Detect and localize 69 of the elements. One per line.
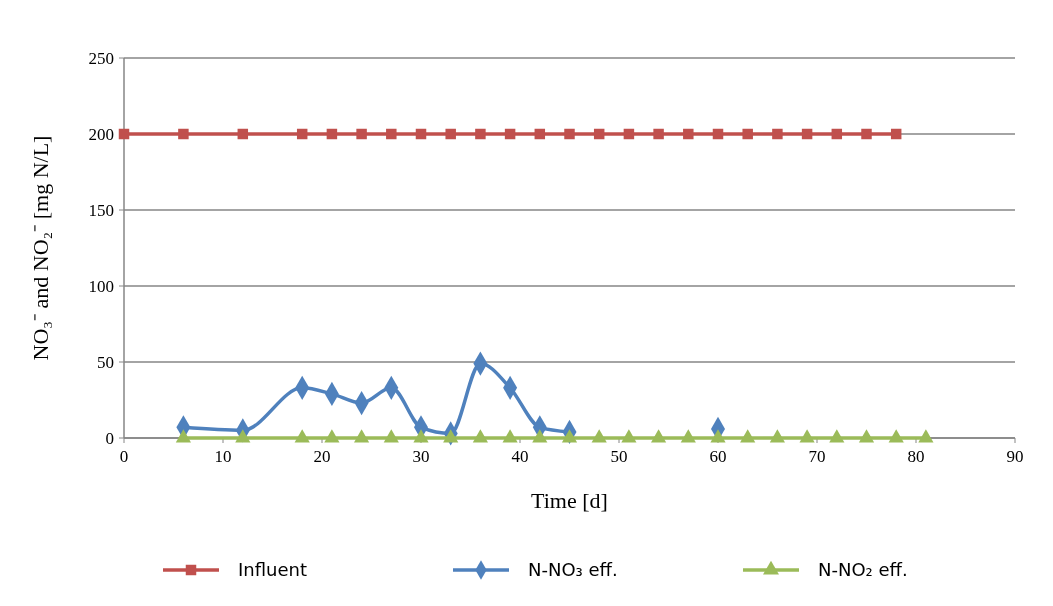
- legend-label: N-NO₂ eff.: [818, 559, 908, 581]
- point: [740, 429, 756, 443]
- y-axis-title: NO₃⁻ and NO₂⁻ [mg N/L]: [28, 135, 53, 361]
- y-tick-label: 100: [88, 276, 114, 296]
- point: [888, 429, 904, 443]
- point: [356, 128, 367, 140]
- y-tick-label: 200: [88, 124, 114, 144]
- point: [415, 128, 427, 140]
- point: [683, 128, 694, 140]
- point: [769, 429, 785, 443]
- point: [324, 429, 340, 443]
- point: [918, 429, 934, 443]
- y-tick-label: 150: [88, 200, 114, 220]
- x-tick-label: 60: [709, 447, 727, 466]
- point: [383, 429, 399, 443]
- point: [443, 429, 459, 443]
- point: [831, 128, 843, 140]
- point: [680, 429, 696, 443]
- point: [502, 429, 518, 443]
- point: [413, 429, 429, 443]
- point: [561, 429, 578, 443]
- point: [386, 128, 397, 140]
- y-tick-label: 0: [105, 428, 114, 448]
- point: [296, 128, 308, 140]
- point: [712, 128, 724, 140]
- point: [178, 128, 189, 140]
- x-tick-label: 80: [907, 447, 925, 466]
- point: [504, 128, 516, 140]
- point: [710, 429, 726, 443]
- legend-label: Influent: [238, 559, 308, 581]
- point: [118, 128, 130, 140]
- y-tick-label: 250: [88, 48, 114, 68]
- point: [593, 128, 605, 140]
- point: [175, 429, 191, 443]
- x-axis-title: Time [d]: [531, 488, 608, 513]
- point: [354, 429, 370, 443]
- point: [653, 128, 664, 140]
- point: [475, 128, 486, 140]
- point: [534, 128, 546, 140]
- point: [235, 429, 251, 443]
- x-tick-label: 30: [412, 447, 430, 466]
- point: [564, 128, 575, 140]
- x-tick-label: 10: [214, 447, 232, 466]
- point: [326, 128, 338, 140]
- point: [532, 429, 548, 443]
- point: [742, 128, 753, 140]
- x-tick-label: 50: [610, 447, 628, 466]
- point: [621, 429, 637, 443]
- x-tick-label: 40: [511, 447, 529, 466]
- point: [861, 128, 872, 140]
- point: [829, 429, 845, 443]
- point: [591, 429, 607, 443]
- point: [651, 429, 667, 443]
- x-tick-label: 0: [119, 447, 129, 466]
- point: [445, 128, 456, 140]
- point: [294, 429, 310, 443]
- point: [237, 128, 249, 140]
- point: [472, 429, 488, 443]
- legend-label: N-NO₃ eff.: [528, 559, 618, 581]
- x-tick-label: 90: [1006, 447, 1024, 466]
- point: [623, 128, 635, 140]
- point: [772, 128, 783, 140]
- x-tick-label: 70: [808, 447, 826, 466]
- point: [890, 128, 902, 140]
- point: [799, 429, 815, 443]
- point: [801, 128, 813, 140]
- x-tick-label: 20: [313, 447, 331, 466]
- y-tick-label: 50: [97, 352, 114, 372]
- point: [858, 429, 875, 443]
